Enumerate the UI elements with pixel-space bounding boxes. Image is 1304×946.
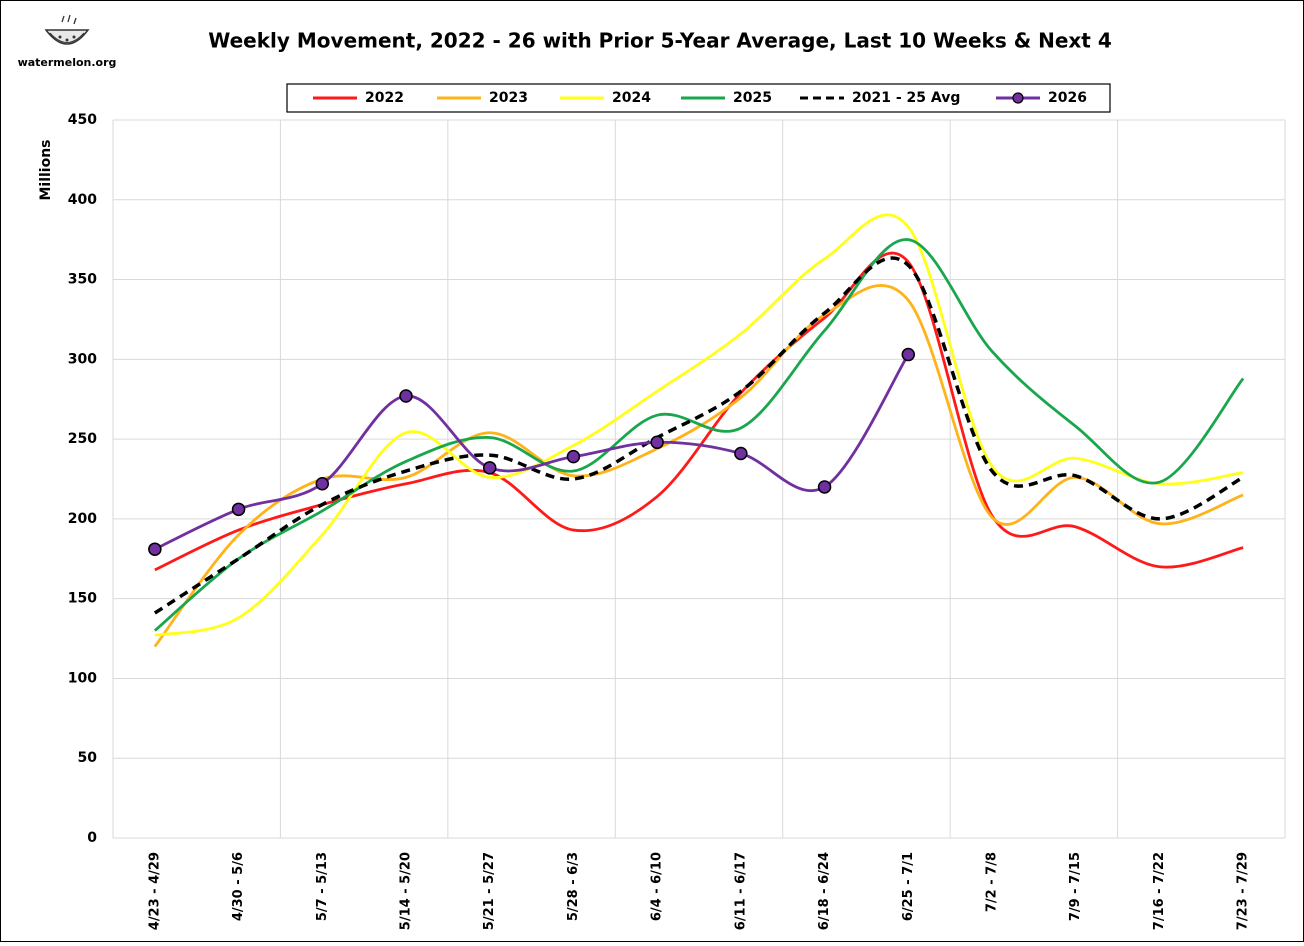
data-point — [315, 477, 330, 491]
data-point — [231, 502, 246, 517]
logo-icon — [44, 14, 90, 45]
x-tick-label: 6/18 - 6/24 — [817, 852, 832, 930]
x-tick-label: 4/23 - 4/29 — [147, 852, 162, 930]
series-line — [154, 213, 1244, 637]
data-point — [482, 461, 497, 475]
y-tick-label: 450 — [68, 112, 97, 128]
x-tick-label: 7/16 - 7/22 — [1152, 852, 1167, 930]
y-tick-label: 350 — [68, 272, 97, 288]
data-point — [650, 435, 664, 450]
data-point — [734, 446, 748, 461]
legend-label: 2026 — [1048, 90, 1087, 106]
y-tick-label: 400 — [68, 192, 97, 208]
x-tick-label: 5/21 - 5/27 — [482, 852, 497, 930]
series-line — [153, 256, 1244, 615]
data-point — [566, 449, 581, 464]
x-tick-label: 7/2 - 7/8 — [985, 852, 1000, 912]
x-tick-label: 5/7 - 5/13 — [315, 852, 330, 921]
data-point — [399, 389, 413, 403]
y-tick-label: 100 — [68, 670, 97, 686]
y-tick-label: 150 — [68, 591, 97, 607]
x-tick-label: 4/30 - 5/6 — [231, 852, 246, 921]
data-point — [148, 542, 162, 556]
x-tick-label: 5/14 - 5/20 — [399, 852, 414, 930]
y-tick-label: 250 — [68, 431, 97, 447]
y-tick-label: 0 — [87, 830, 97, 846]
x-tick-label: 6/25 - 7/1 — [901, 852, 916, 921]
x-tick-label: 7/9 - 7/15 — [1068, 852, 1083, 921]
data-point — [901, 347, 916, 362]
series-line — [154, 353, 910, 551]
y-tick-label: 50 — [78, 750, 98, 766]
series-line — [153, 238, 1245, 632]
logo-text: watermelon.org — [18, 56, 117, 69]
x-tick-label: 6/4 - 6/10 — [650, 852, 665, 921]
x-tick-label: 6/11 - 6/17 — [733, 852, 748, 930]
x-tick-label: 5/28 - 6/3 — [566, 852, 581, 921]
data-point — [817, 480, 832, 494]
legend-label: 2021 - 25 Avg — [852, 90, 960, 106]
legend-label: 2025 — [733, 90, 772, 106]
y-tick-label: 300 — [68, 351, 97, 367]
x-tick-label: 7/23 - 7/29 — [1236, 852, 1251, 930]
legend-label: 2024 — [612, 90, 651, 106]
y-tick-label: 200 — [68, 511, 97, 527]
legend-marker — [1012, 92, 1024, 104]
chart-title: Weekly Movement, 2022 - 26 with Prior 5-… — [208, 29, 1112, 53]
y-axis-label: Millions — [38, 139, 54, 200]
legend-label: 2023 — [489, 90, 528, 106]
legend-label: 2022 — [365, 90, 404, 106]
